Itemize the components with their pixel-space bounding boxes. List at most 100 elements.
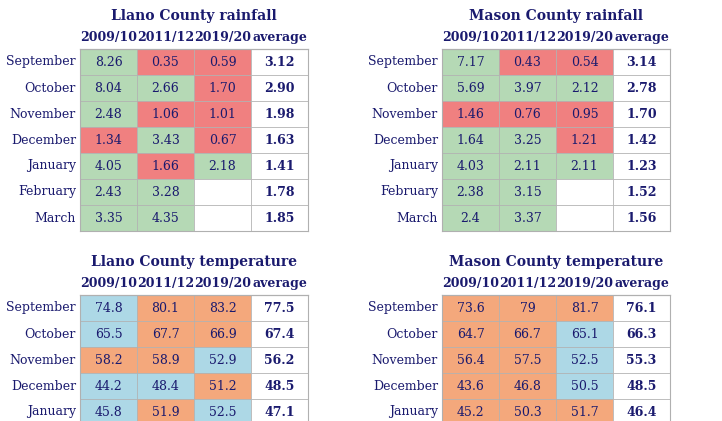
Bar — [251, 205, 308, 231]
Text: 1.70: 1.70 — [209, 82, 236, 94]
Bar — [613, 179, 670, 205]
Text: 2.66: 2.66 — [152, 82, 179, 94]
Text: 66.9: 66.9 — [209, 328, 236, 341]
Text: 1.98: 1.98 — [264, 107, 295, 120]
Bar — [499, 399, 556, 421]
Text: 2019/20: 2019/20 — [556, 32, 613, 45]
Text: March: March — [396, 211, 438, 224]
Bar — [442, 49, 499, 75]
Bar — [613, 75, 670, 101]
Bar — [556, 295, 613, 321]
Text: 48.5: 48.5 — [626, 379, 657, 392]
Text: 7.17: 7.17 — [457, 56, 484, 69]
Text: January: January — [27, 405, 76, 418]
Bar — [137, 101, 194, 127]
Text: 8.26: 8.26 — [95, 56, 122, 69]
Bar — [194, 205, 251, 231]
Bar — [251, 399, 308, 421]
Bar — [251, 373, 308, 399]
Bar — [80, 373, 137, 399]
Text: September: September — [6, 301, 76, 314]
Bar — [194, 101, 251, 127]
Text: 2.12: 2.12 — [570, 82, 599, 94]
Text: November: November — [10, 107, 76, 120]
Bar — [613, 295, 670, 321]
Text: 2.11: 2.11 — [570, 160, 599, 173]
Bar — [137, 295, 194, 321]
Text: 66.7: 66.7 — [513, 328, 542, 341]
Text: 0.76: 0.76 — [513, 107, 542, 120]
Bar — [194, 399, 251, 421]
Bar — [556, 101, 613, 127]
Text: 2.90: 2.90 — [264, 82, 295, 94]
Text: 1.64: 1.64 — [456, 133, 484, 147]
Text: 3.35: 3.35 — [95, 211, 122, 224]
Text: 80.1: 80.1 — [152, 301, 180, 314]
Text: 1.06: 1.06 — [152, 107, 180, 120]
Text: October: October — [386, 328, 438, 341]
Text: January: January — [389, 160, 438, 173]
Bar — [194, 295, 251, 321]
Text: 0.95: 0.95 — [570, 107, 599, 120]
Text: 1.01: 1.01 — [209, 107, 236, 120]
Bar — [251, 101, 308, 127]
Bar — [80, 179, 137, 205]
Text: 8.04: 8.04 — [95, 82, 123, 94]
Text: 51.2: 51.2 — [209, 379, 236, 392]
Text: December: December — [11, 379, 76, 392]
Bar — [80, 205, 137, 231]
Text: 2009/10: 2009/10 — [442, 277, 499, 290]
Bar — [499, 49, 556, 75]
Bar — [137, 399, 194, 421]
Text: 81.7: 81.7 — [570, 301, 599, 314]
Text: September: September — [368, 301, 438, 314]
Bar — [80, 101, 137, 127]
Bar — [194, 179, 251, 205]
Bar — [556, 153, 613, 179]
Text: 46.4: 46.4 — [626, 405, 657, 418]
Bar — [442, 373, 499, 399]
Bar — [80, 399, 137, 421]
Text: 3.12: 3.12 — [264, 56, 295, 69]
Text: 43.6: 43.6 — [456, 379, 484, 392]
Text: December: December — [373, 133, 438, 147]
Bar — [251, 49, 308, 75]
Text: 45.2: 45.2 — [457, 405, 484, 418]
Text: February: February — [18, 186, 76, 198]
Bar — [251, 321, 308, 347]
Bar — [194, 127, 251, 153]
Bar — [556, 347, 613, 373]
Text: 56.4: 56.4 — [456, 354, 484, 367]
Text: 51.7: 51.7 — [570, 405, 599, 418]
Bar — [194, 373, 251, 399]
Bar — [137, 153, 194, 179]
Text: November: November — [372, 354, 438, 367]
Text: 83.2: 83.2 — [209, 301, 236, 314]
Bar — [613, 49, 670, 75]
Text: 3.43: 3.43 — [152, 133, 180, 147]
Bar — [499, 153, 556, 179]
Bar — [499, 179, 556, 205]
Bar — [613, 205, 670, 231]
Text: 5.69: 5.69 — [457, 82, 484, 94]
Text: 1.42: 1.42 — [626, 133, 657, 147]
Text: 2009/10: 2009/10 — [80, 277, 137, 290]
Text: 2009/10: 2009/10 — [80, 32, 137, 45]
Text: 2.11: 2.11 — [513, 160, 542, 173]
Text: October: October — [386, 82, 438, 94]
Bar — [613, 101, 670, 127]
Bar — [80, 295, 137, 321]
Text: 1.46: 1.46 — [456, 107, 484, 120]
Bar — [137, 179, 194, 205]
Text: 2.43: 2.43 — [95, 186, 122, 198]
Text: 52.5: 52.5 — [209, 405, 236, 418]
Text: 58.2: 58.2 — [95, 354, 122, 367]
Text: 67.7: 67.7 — [152, 328, 179, 341]
Bar — [442, 347, 499, 373]
Bar — [556, 373, 613, 399]
Text: 3.97: 3.97 — [513, 82, 542, 94]
Text: 3.28: 3.28 — [152, 186, 179, 198]
Text: 65.5: 65.5 — [95, 328, 122, 341]
Text: 48.5: 48.5 — [264, 379, 295, 392]
Text: 67.4: 67.4 — [264, 328, 295, 341]
